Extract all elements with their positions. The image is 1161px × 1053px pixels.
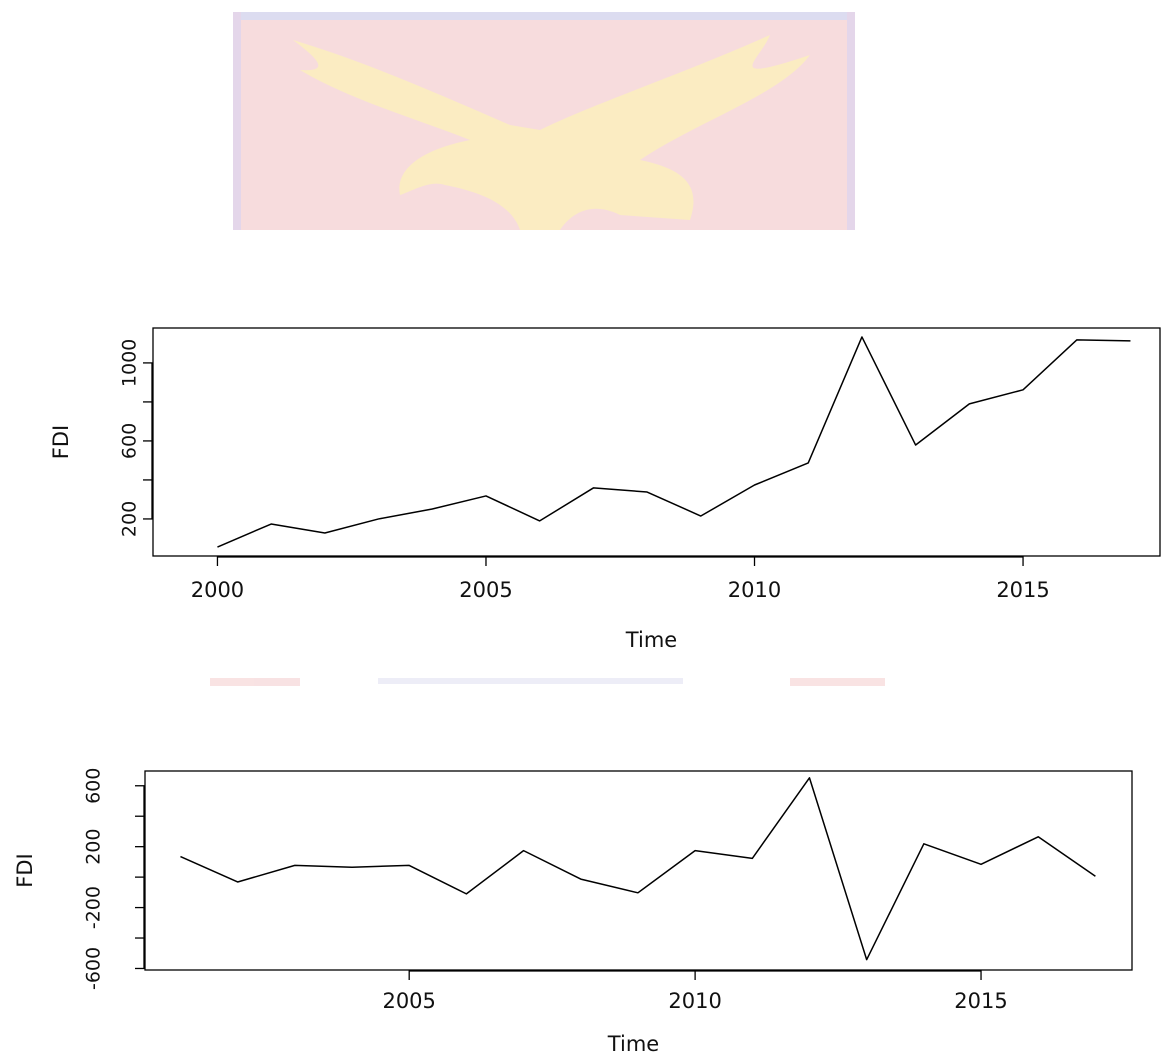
watermark-fragment [378, 678, 683, 684]
y-tick-label: 1000 [119, 339, 141, 387]
banner-left-border [233, 12, 241, 230]
eagle-watermark [293, 35, 810, 230]
watermark-fragment [210, 678, 300, 686]
x-tick-label: 2005 [382, 989, 435, 1013]
watermark-banner [233, 12, 855, 230]
x-axis-title: Time [607, 1032, 659, 1053]
y-tick-label: 600 [119, 423, 141, 459]
plot-frame [144, 770, 1133, 971]
chart: 2000 2005 2010 2015 200 600 1000 Time FDI [49, 327, 1161, 652]
plot-frame [152, 327, 1161, 557]
banner-right-border [847, 12, 855, 230]
y-tick-label: 600 [83, 768, 105, 804]
banner-top-border [233, 12, 855, 20]
chart: 2005 2010 2015 -600 -200 200 600 Time FDI [13, 768, 1133, 1053]
data-line [217, 336, 1131, 548]
x-tick-label: 2015 [954, 989, 1007, 1013]
x-tick-label: 2010 [668, 989, 721, 1013]
y-tick-label: -200 [83, 886, 105, 929]
y-tick-label: -600 [83, 947, 105, 990]
x-tick-label: 2010 [728, 578, 781, 602]
x-tick-label: 2015 [996, 578, 1049, 602]
y-axis-title: FDI [13, 853, 37, 887]
x-tick-label: 2000 [191, 578, 244, 602]
watermark-fragment [790, 678, 885, 686]
x-axis-title: Time [625, 628, 677, 652]
y-axis-title: FDI [49, 425, 73, 459]
y-tick-label: 200 [83, 829, 105, 865]
y-tick-label: 200 [119, 501, 141, 537]
faint-watermark [210, 678, 885, 686]
x-tick-label: 2005 [459, 578, 512, 602]
data-line [180, 777, 1096, 961]
